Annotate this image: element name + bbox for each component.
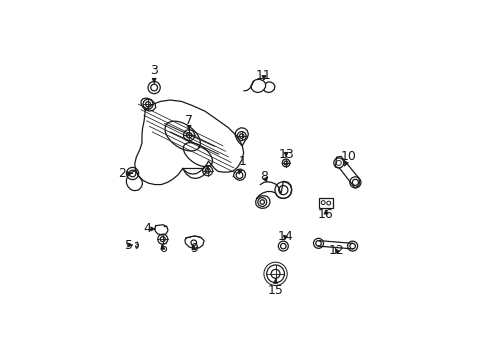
Text: 15: 15 [267,278,283,297]
Text: 8: 8 [260,170,267,183]
Text: 4: 4 [143,222,155,235]
Text: 13: 13 [278,148,293,161]
Text: 10: 10 [341,150,356,166]
Text: 5: 5 [125,239,133,252]
Text: 3: 3 [150,64,158,83]
Text: 9: 9 [189,242,197,255]
Text: 14: 14 [277,230,292,243]
Text: 6: 6 [159,242,166,255]
Text: 7: 7 [184,114,193,130]
Text: 16: 16 [318,208,333,221]
Text: 12: 12 [328,244,344,257]
Text: 11: 11 [256,69,271,82]
Text: 1: 1 [238,154,246,174]
Text: 2: 2 [119,167,132,180]
